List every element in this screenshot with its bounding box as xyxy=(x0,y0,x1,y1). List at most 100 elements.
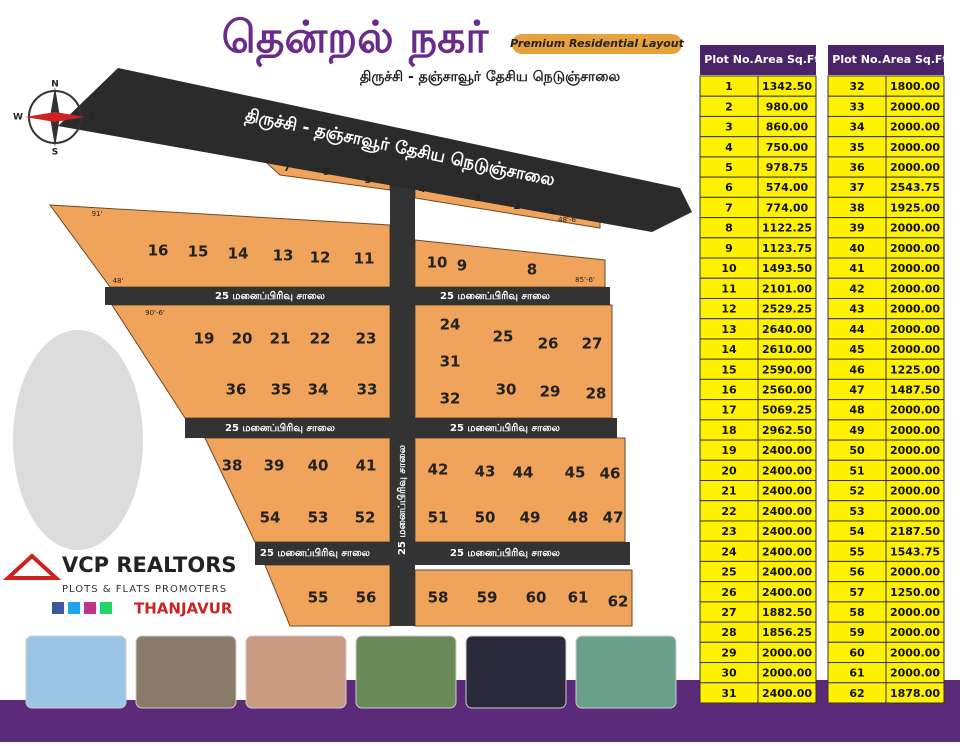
table-cell: 6 xyxy=(725,181,733,194)
table-cell: 45 xyxy=(849,343,864,356)
table-cell: 2560.00 xyxy=(762,384,812,397)
table-cell: 2187.50 xyxy=(890,525,940,538)
table-cell: 50 xyxy=(849,444,865,457)
table-cell: 26 xyxy=(721,586,737,599)
table-cell: 38 xyxy=(849,201,864,214)
table-cell: 39 xyxy=(849,222,864,235)
table-cell: 35 xyxy=(849,141,864,154)
table-cell: 2000.00 xyxy=(890,505,940,518)
table-header xyxy=(700,45,816,75)
compass-letter: N xyxy=(51,80,59,90)
table-cell: 2400.00 xyxy=(762,505,812,518)
table-cell: 24 xyxy=(721,545,737,558)
dimension-label: 48' xyxy=(113,277,124,285)
table-cell: 51 xyxy=(849,464,864,477)
plot-number: 35 xyxy=(271,381,292,399)
table-cell: 1487.50 xyxy=(890,384,940,397)
table-cell: 55 xyxy=(849,545,864,558)
plot-number: 55 xyxy=(308,589,329,607)
brand-name: VCP REALTORS xyxy=(62,553,237,577)
table-cell: 1925.00 xyxy=(890,201,940,214)
plot-number: 36 xyxy=(226,381,247,399)
plot-number: 14 xyxy=(228,245,249,263)
compass-letter: S xyxy=(52,148,58,158)
icon xyxy=(68,602,80,614)
table-cell: 49 xyxy=(849,424,864,437)
table-cell: 2400.00 xyxy=(762,586,812,599)
table-cell: 58 xyxy=(849,606,864,619)
table-cell: 1878.00 xyxy=(890,687,940,700)
road xyxy=(255,542,630,565)
table-cell: 2400.00 xyxy=(762,464,812,477)
column-header: Plot No. xyxy=(704,53,753,66)
table-cell: 47 xyxy=(849,384,864,397)
road-label: 25 மனைப்பிரிவு சாலை xyxy=(450,547,560,559)
road-label: 25 மனைப்பிரிவு சாலை xyxy=(215,290,325,302)
photo-placeholder xyxy=(13,330,143,550)
table-row xyxy=(885,682,945,704)
table-cell: 22 xyxy=(721,505,736,518)
plot-number: 43 xyxy=(475,463,496,481)
table-cell: 2000.00 xyxy=(890,444,940,457)
photo xyxy=(25,635,127,709)
table-cell: 53 xyxy=(849,505,864,518)
table-cell: 2590.00 xyxy=(762,363,812,376)
table-cell: 2000.00 xyxy=(890,141,940,154)
title: தென்றல் நகர் xyxy=(222,12,490,68)
table-cell: 978.75 xyxy=(766,161,808,174)
plot-number: 3 xyxy=(475,193,482,204)
plot-number: 52 xyxy=(355,509,376,527)
family-photo xyxy=(13,330,143,550)
table-cell: 2000.00 xyxy=(890,323,940,336)
plot-number: 25 xyxy=(493,328,514,346)
table-cell: 54 xyxy=(849,525,865,538)
plot-number: 28 xyxy=(586,385,607,403)
plot-block xyxy=(414,569,633,627)
table-cell: 2000.00 xyxy=(890,464,940,477)
table-cell: 12 xyxy=(721,303,736,316)
table-cell: 1800.00 xyxy=(890,80,940,93)
table-row xyxy=(757,682,817,704)
plot-number: 46 xyxy=(600,465,621,483)
table-cell: 2000.00 xyxy=(890,343,940,356)
plot-number: 39 xyxy=(264,457,285,475)
table-cell: 56 xyxy=(849,566,865,579)
table-cell: 1342.50 xyxy=(762,80,812,93)
plot-number: 58 xyxy=(428,589,449,607)
plot-number: 62 xyxy=(608,593,629,611)
column-header: Plot No. xyxy=(832,53,881,66)
table-cell: 34 xyxy=(849,121,865,134)
plot-number: 6 xyxy=(323,167,330,178)
table-cell: 41 xyxy=(849,262,864,275)
photo xyxy=(465,635,567,709)
table-cell: 2000.00 xyxy=(890,262,940,275)
table-cell: 17 xyxy=(721,404,736,417)
column-header: Area Sq.Ft xyxy=(754,53,819,66)
road xyxy=(185,418,617,438)
compass-letter: E xyxy=(89,113,95,123)
table-cell: 2000.00 xyxy=(890,566,940,579)
table-cell: 2640.00 xyxy=(762,323,812,336)
table-cell: 2000.00 xyxy=(890,161,940,174)
brand-tagline: PLOTS & FLATS PROMOTERS xyxy=(62,584,227,595)
road-label: 25 மனைப்பிரிவு சாலை xyxy=(440,290,550,302)
table-cell: 980.00 xyxy=(766,100,809,113)
table-cell: 1543.75 xyxy=(890,545,940,558)
plot-number: 56 xyxy=(356,589,377,607)
plot-number: 1 xyxy=(550,206,557,217)
compass-needle xyxy=(25,112,85,122)
plot-number: 61 xyxy=(568,589,589,607)
icon xyxy=(84,602,96,614)
icon xyxy=(52,602,64,614)
table-cell: 4 xyxy=(725,141,733,154)
photo xyxy=(575,635,677,709)
table-cell: 5069.25 xyxy=(762,404,812,417)
road-label: 25 மனைப்பிரிவு சாலை xyxy=(396,445,408,555)
photo-strip xyxy=(25,635,677,709)
tagline: Premium Residential Layout xyxy=(510,37,685,50)
table-cell: 15 xyxy=(721,363,736,376)
plot-number: 9 xyxy=(457,257,467,275)
table-cell: 774.00 xyxy=(766,201,809,214)
